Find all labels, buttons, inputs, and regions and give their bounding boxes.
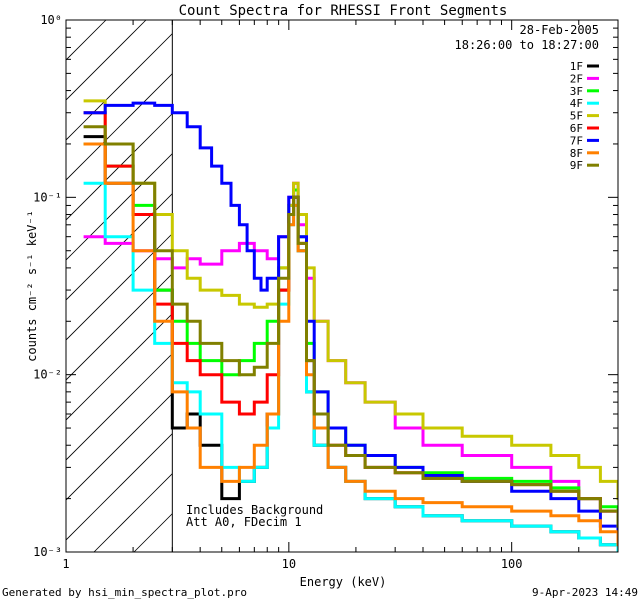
y-tick-label: 10⁻¹ <box>33 190 62 204</box>
legend-label-9F: 9F <box>570 159 583 172</box>
y-tick-label: 10⁻³ <box>33 545 62 559</box>
legend-label-4F: 4F <box>570 97 583 110</box>
note-background: Includes Background <box>186 503 323 517</box>
legend-label-6F: 6F <box>570 122 583 135</box>
hatch-line <box>66 20 227 181</box>
hatch-line <box>66 20 147 101</box>
footer-generated-by: Generated by hsi_min_spectra_plot.pro <box>2 586 247 599</box>
x-tick-label: 100 <box>501 557 523 571</box>
y-tick-label: 10⁻² <box>33 368 62 382</box>
footer-timestamp: 9-Apr-2023 14:49 <box>532 586 638 599</box>
date-label: 28-Feb-2005 <box>520 23 599 37</box>
hatch-line <box>66 20 187 141</box>
note-attenuator: Att A0, FDecim 1 <box>186 515 302 529</box>
axis-layer: 1 10 100 10⁻³ 10⁻² 10⁻¹ 10⁰ <box>33 13 619 571</box>
chart-title: Count Spectra for RHESSI Front Segments <box>179 3 508 19</box>
legend-label-2F: 2F <box>570 72 583 85</box>
time-range-label: 18:26:00 to 18:27:00 <box>455 38 600 52</box>
series-line-9F <box>83 125 618 528</box>
x-tick-label: 1 <box>62 557 69 571</box>
legend-label-8F: 8F <box>570 147 583 160</box>
legend-label-5F: 5F <box>570 110 583 123</box>
legend-label-7F: 7F <box>570 134 583 147</box>
series-layer <box>83 99 618 552</box>
legend-label-1F: 1F <box>570 60 583 73</box>
y-axis-label: counts cm⁻² s⁻¹ keV⁻¹ <box>25 210 39 362</box>
x-axis-label: Energy (keV) <box>300 575 387 589</box>
plot-frame <box>65 19 619 553</box>
x-tick-label: 10 <box>282 557 296 571</box>
y-tick-label: 10⁰ <box>40 13 62 27</box>
legend-label-3F: 3F <box>570 85 583 98</box>
